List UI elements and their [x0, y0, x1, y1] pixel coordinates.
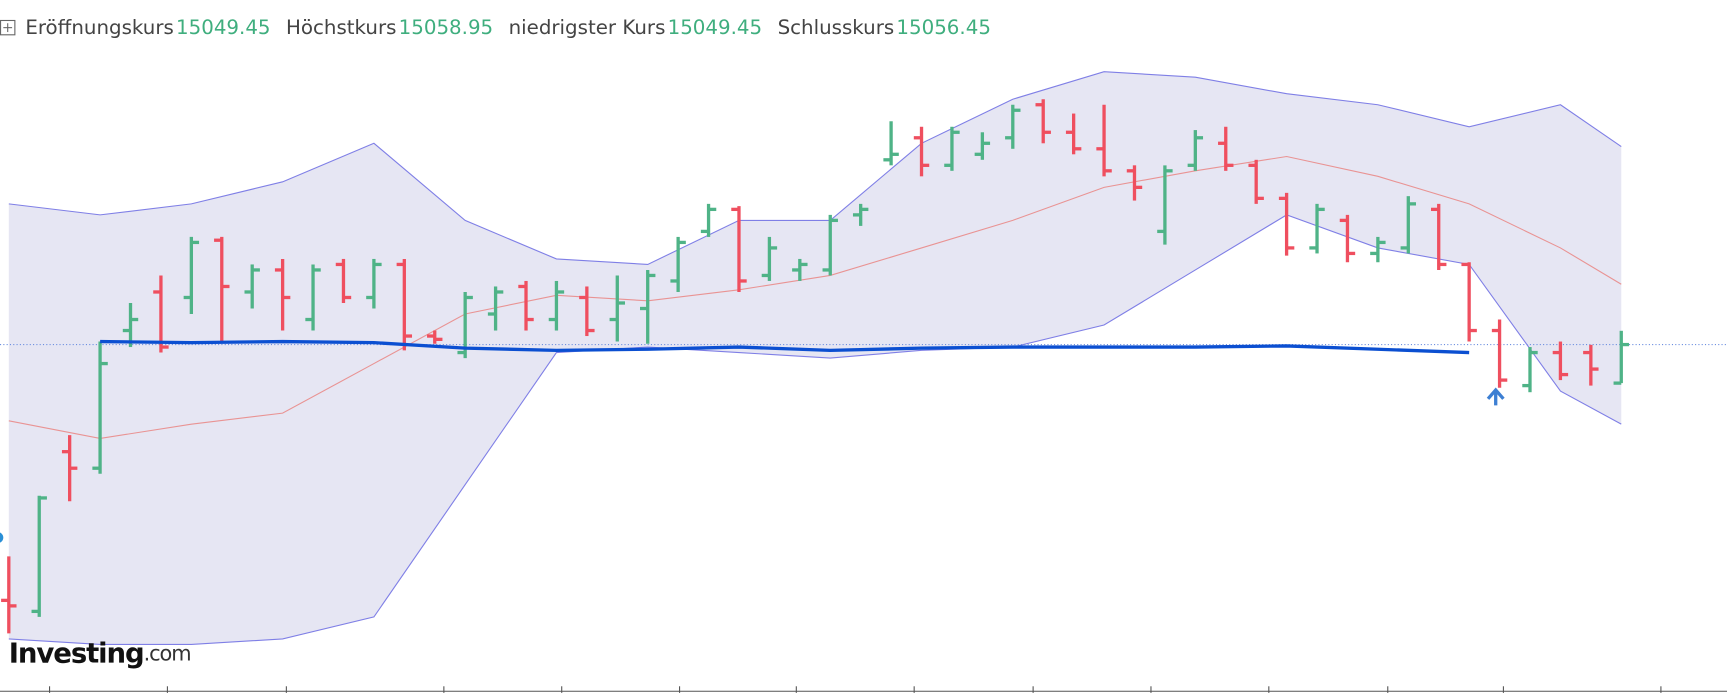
ohlc-bar	[1613, 330, 1629, 385]
ohlc-bar	[883, 121, 899, 166]
ohlc-bar	[1278, 192, 1295, 256]
ohlc-bar	[31, 495, 47, 617]
ohlc-bar	[366, 258, 382, 309]
ohlc-bar	[335, 258, 352, 303]
header-value: 15056.45	[896, 16, 991, 39]
ohlc-bar	[1583, 344, 1599, 386]
ohlc-bar	[579, 286, 595, 337]
ohlc-bar	[1248, 159, 1264, 204]
watermark-suffix: .com	[144, 641, 191, 665]
ohlc-bar	[1370, 236, 1386, 263]
watermark: Investing.com	[9, 637, 191, 669]
ohlc-bar	[548, 280, 565, 331]
ohlc-bar	[1096, 104, 1112, 177]
ohlc-bar	[1126, 165, 1143, 201]
ohlc-bar	[1157, 165, 1173, 245]
ohlc-bar	[1461, 262, 1477, 342]
header-value: 15049.45	[668, 16, 763, 39]
ohlc-bar	[944, 126, 960, 171]
ohlc-bar	[1065, 113, 1082, 155]
ohlc-bar	[670, 236, 686, 292]
ohlc-bar	[1, 556, 17, 634]
header-label: Schlusskurs	[778, 16, 895, 39]
header-label: Höchstkurs	[286, 16, 396, 39]
ohlc-bar	[852, 203, 869, 226]
header-value: 15049.45	[176, 16, 271, 39]
band-fill	[8, 71, 1622, 645]
ohlc-bar	[1400, 196, 1417, 254]
ohlc-bar	[1218, 126, 1234, 171]
ohlc-bar	[61, 435, 78, 502]
ohlc-bar	[731, 206, 747, 292]
ohlc-bar	[822, 214, 838, 276]
ohlc-bar	[487, 286, 504, 331]
ohlc-bar	[396, 258, 413, 351]
header-value: 15058.95	[399, 16, 494, 39]
ohlc-bar	[1522, 347, 1538, 393]
ohlc-bar	[1187, 130, 1204, 171]
overlay-layer	[100, 339, 1505, 406]
ohlc-bar	[1552, 341, 1569, 381]
event-marker	[0, 532, 4, 543]
watermark-brand: Investing	[9, 637, 144, 669]
ohlc-bar	[1309, 203, 1325, 254]
ohlc-bar	[183, 236, 200, 315]
ohlc-bar	[761, 236, 778, 281]
ohlc-bar	[1005, 104, 1021, 149]
ohlc-bar	[974, 132, 991, 160]
ohlc-bar	[1491, 319, 1508, 388]
header-label: niedrigster Kurs	[509, 16, 666, 39]
ohlc-bar	[700, 203, 717, 237]
ohlc-bar	[609, 275, 625, 342]
ohlc-bar	[792, 258, 808, 281]
ohlc-bar	[639, 269, 656, 344]
bands-layer	[0, 71, 1727, 645]
average-line	[100, 339, 1470, 355]
header: Eröffnungskurs 15049.45 Höchstkurs 15058.95…	[25, 16, 991, 39]
ohlc-bar	[427, 330, 443, 344]
ohlc-bar	[913, 126, 930, 177]
ohlc-bar	[305, 264, 321, 331]
ohlc-bar	[1035, 99, 1051, 144]
ohlc-bar	[274, 258, 291, 331]
ohlc-bar	[122, 302, 139, 348]
ohlc-bar	[1431, 203, 1447, 270]
ohlc-bar	[1339, 214, 1356, 263]
ohlc-bar	[153, 275, 169, 353]
ohlc-bar	[214, 236, 230, 342]
signal-arrow	[1486, 387, 1505, 406]
bars-layer	[1, 99, 1629, 634]
ohlc-bar	[518, 280, 534, 331]
ohlc-bar	[92, 341, 108, 474]
ohlc-bar	[244, 264, 260, 309]
collapse-icon[interactable]	[0, 19, 16, 36]
x-axis-ticks	[49, 686, 1662, 693]
header-label: Eröffnungskurs	[25, 16, 173, 39]
